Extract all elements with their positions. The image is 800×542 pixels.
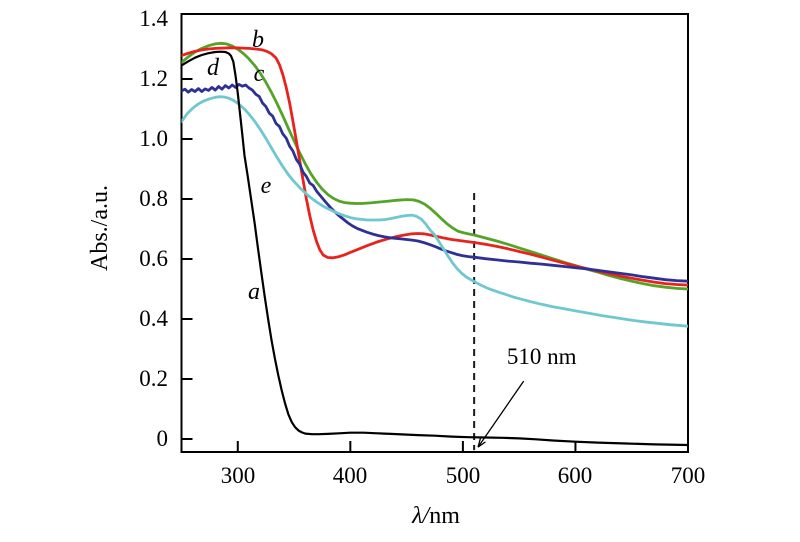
- curve-label-d: d: [207, 54, 219, 81]
- y-tick-label: 0: [156, 426, 169, 451]
- x-tick-label: 300: [220, 463, 256, 488]
- y-tick-label: 1.0: [139, 126, 168, 151]
- curve-label-e: e: [260, 173, 272, 200]
- curve-e: [181, 95, 688, 328]
- y-tick-label: 0.8: [139, 186, 168, 211]
- x-axis-title: λ/nm: [412, 503, 460, 529]
- annotation-arrowhead: [477, 438, 482, 448]
- annotation-510nm-label: 510 nm: [506, 344, 577, 370]
- curve-label-a: a: [247, 279, 260, 305]
- x-tick-label: 400: [332, 463, 368, 488]
- y-tick-label: 0.6: [139, 246, 168, 271]
- x-tick-label: 700: [670, 463, 706, 488]
- y-tick-label: 0.4: [139, 306, 168, 331]
- y-tick-label: 1.2: [139, 66, 168, 91]
- annotation-arrowhead: [477, 441, 486, 448]
- curve-b: [181, 46, 688, 287]
- x-tick-label: 500: [445, 463, 481, 488]
- curve-label-c: c: [253, 60, 265, 87]
- x-tick-label: 600: [557, 463, 593, 488]
- plot-border: [180, 13, 689, 453]
- curve-a: [181, 50, 688, 447]
- y-axis-title: Abs./a.u.: [87, 185, 113, 271]
- y-tick-label: 0.2: [139, 366, 168, 391]
- annotation-arrow-line: [477, 380, 525, 448]
- y-tick-label: 1.4: [139, 6, 168, 31]
- curve-label-b: b: [252, 27, 265, 53]
